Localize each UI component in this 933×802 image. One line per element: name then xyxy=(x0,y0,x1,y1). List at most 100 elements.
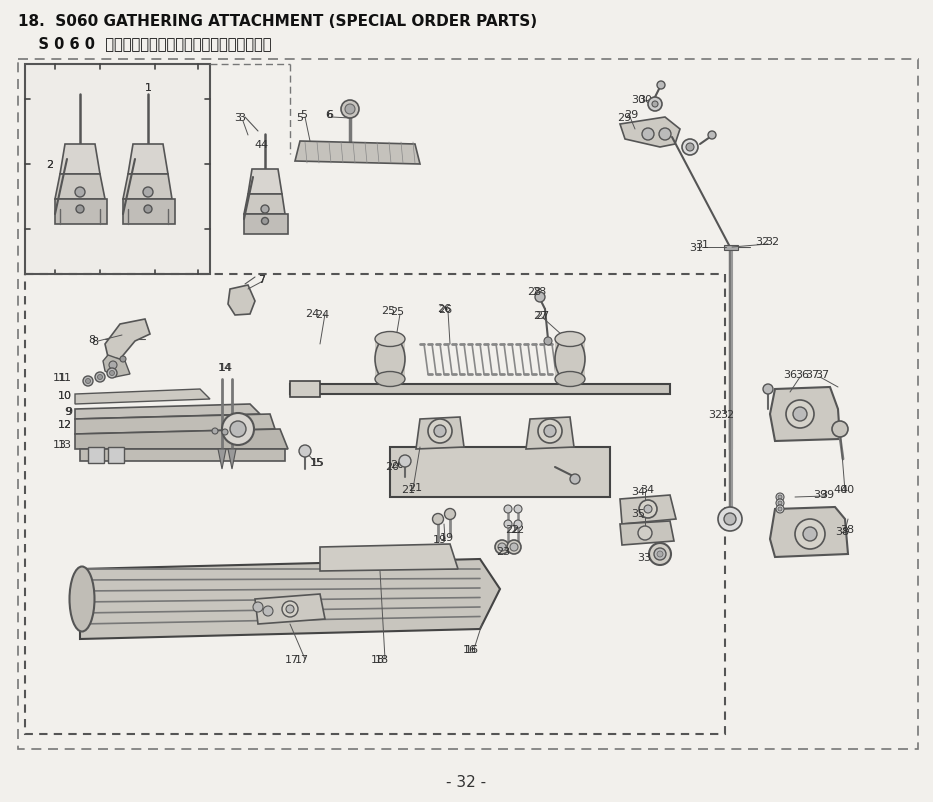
Polygon shape xyxy=(123,175,172,200)
Circle shape xyxy=(793,407,807,422)
Bar xyxy=(55,200,107,225)
Text: 10: 10 xyxy=(58,391,72,400)
Text: 36: 36 xyxy=(795,370,809,379)
Ellipse shape xyxy=(375,332,405,347)
Circle shape xyxy=(652,102,658,107)
Circle shape xyxy=(514,520,522,529)
Circle shape xyxy=(535,293,545,302)
Circle shape xyxy=(682,140,698,156)
Circle shape xyxy=(514,505,522,513)
Text: 12: 12 xyxy=(58,419,72,429)
Text: 37: 37 xyxy=(805,370,819,379)
Text: 1: 1 xyxy=(145,83,151,93)
Circle shape xyxy=(642,129,654,141)
Text: 3: 3 xyxy=(238,113,245,123)
Bar xyxy=(375,339,405,379)
Circle shape xyxy=(261,206,269,214)
Circle shape xyxy=(776,500,784,508)
Ellipse shape xyxy=(375,372,405,387)
Circle shape xyxy=(659,129,671,141)
Text: 14: 14 xyxy=(218,363,232,373)
Text: 35: 35 xyxy=(631,508,645,518)
Text: 23: 23 xyxy=(502,545,516,554)
Text: 13: 13 xyxy=(53,439,67,449)
Polygon shape xyxy=(248,170,282,195)
Polygon shape xyxy=(128,145,168,175)
Text: 11: 11 xyxy=(58,373,72,383)
Circle shape xyxy=(648,98,662,111)
Text: 17: 17 xyxy=(295,654,309,664)
Text: 25: 25 xyxy=(381,306,395,316)
Ellipse shape xyxy=(555,332,585,347)
Bar xyxy=(724,245,738,251)
Bar xyxy=(25,274,725,734)
Text: 22: 22 xyxy=(505,525,519,534)
Polygon shape xyxy=(103,355,130,378)
Polygon shape xyxy=(770,387,840,441)
Text: 18.  S060 GATHERING ATTACHMENT (SPECIAL ORDER PARTS): 18. S060 GATHERING ATTACHMENT (SPECIAL O… xyxy=(18,14,537,30)
Circle shape xyxy=(433,514,443,525)
Circle shape xyxy=(649,543,671,565)
Text: 16: 16 xyxy=(463,644,477,654)
Text: 4: 4 xyxy=(260,140,267,150)
Text: 31: 31 xyxy=(695,240,709,249)
Text: 2: 2 xyxy=(47,160,53,170)
Bar xyxy=(108,448,124,464)
Circle shape xyxy=(95,373,105,383)
Polygon shape xyxy=(55,175,105,200)
Circle shape xyxy=(763,384,773,395)
Text: S 0 6 0  ひだ付けアタッチメント（特別注文部品）: S 0 6 0 ひだ付けアタッチメント（特別注文部品） xyxy=(18,36,272,51)
Bar xyxy=(290,382,320,398)
Text: 24: 24 xyxy=(305,309,319,318)
Bar xyxy=(25,65,210,274)
Circle shape xyxy=(444,508,455,520)
Polygon shape xyxy=(255,594,325,624)
Text: 11: 11 xyxy=(53,373,67,383)
Text: 36: 36 xyxy=(783,370,797,379)
Polygon shape xyxy=(60,145,100,175)
Circle shape xyxy=(657,551,663,557)
Text: 29: 29 xyxy=(624,110,638,119)
Circle shape xyxy=(708,132,716,140)
Text: 35: 35 xyxy=(640,509,654,520)
Circle shape xyxy=(222,414,254,445)
Text: 33: 33 xyxy=(648,553,662,562)
Text: 40: 40 xyxy=(840,484,854,494)
Circle shape xyxy=(654,549,666,561)
Circle shape xyxy=(76,206,84,214)
Circle shape xyxy=(504,505,512,513)
Text: 2: 2 xyxy=(47,160,53,170)
Text: 9: 9 xyxy=(64,407,72,416)
Text: - 32 -: - 32 - xyxy=(446,775,486,789)
Circle shape xyxy=(507,541,521,554)
Circle shape xyxy=(776,493,784,501)
Text: 5: 5 xyxy=(297,113,303,123)
Text: 28: 28 xyxy=(527,286,541,297)
Circle shape xyxy=(832,422,848,437)
Text: 26: 26 xyxy=(437,304,451,314)
Text: 6: 6 xyxy=(325,110,332,119)
Circle shape xyxy=(570,475,580,484)
Circle shape xyxy=(109,362,117,370)
Polygon shape xyxy=(218,449,226,469)
Bar xyxy=(290,384,670,395)
Text: 32: 32 xyxy=(755,237,769,247)
Circle shape xyxy=(544,338,552,346)
Text: 21: 21 xyxy=(408,482,422,492)
Text: 15: 15 xyxy=(311,457,325,468)
Circle shape xyxy=(143,188,153,198)
Circle shape xyxy=(341,101,359,119)
Polygon shape xyxy=(244,195,285,215)
Circle shape xyxy=(795,520,825,549)
Circle shape xyxy=(222,429,228,435)
Text: 34: 34 xyxy=(640,484,654,494)
Text: 37: 37 xyxy=(815,370,829,379)
Text: 6: 6 xyxy=(327,110,333,119)
Text: 32: 32 xyxy=(765,237,779,247)
Polygon shape xyxy=(105,320,150,359)
Text: 34: 34 xyxy=(631,486,645,496)
Ellipse shape xyxy=(375,337,405,382)
Bar xyxy=(18,60,918,749)
Text: 32: 32 xyxy=(720,410,734,419)
Text: 24: 24 xyxy=(315,310,329,320)
